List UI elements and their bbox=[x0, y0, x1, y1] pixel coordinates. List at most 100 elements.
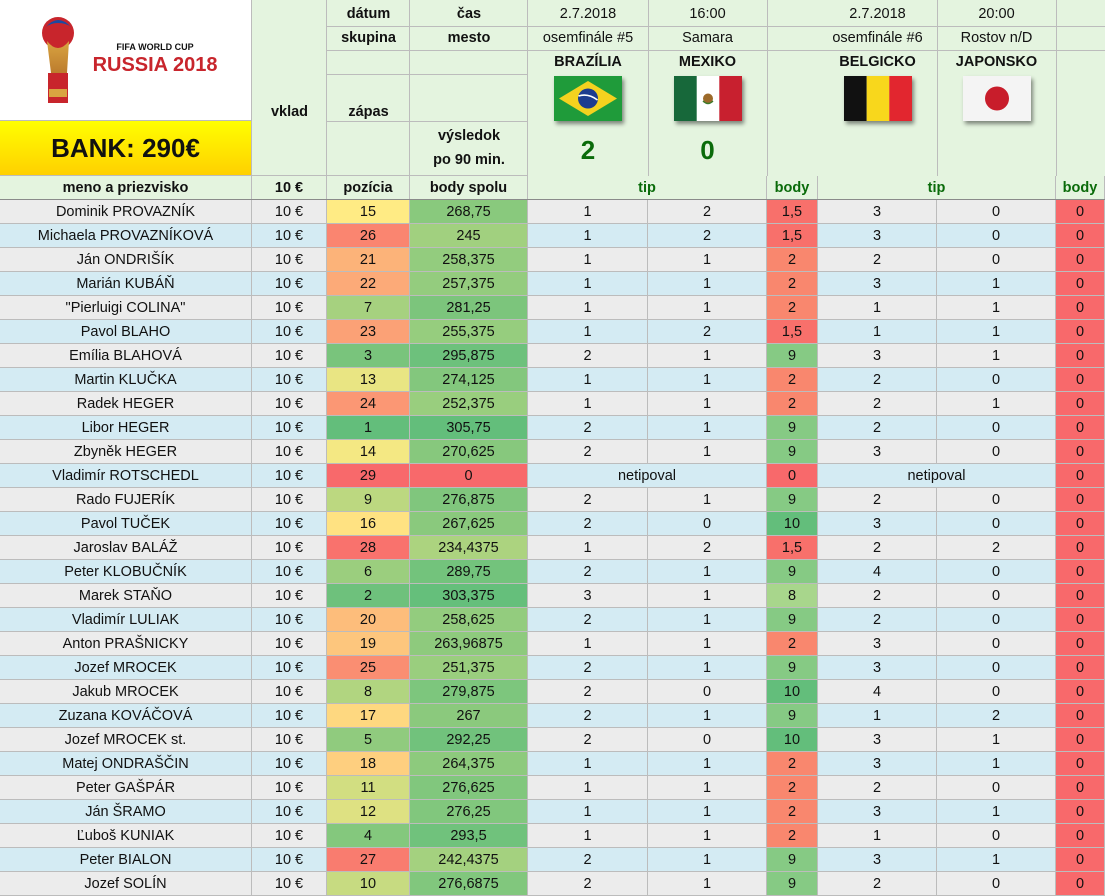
player-name[interactable]: Michaela PROVAZNÍKOVÁ bbox=[0, 224, 252, 248]
match2-tip-home[interactable]: 4 bbox=[818, 680, 937, 704]
match1-points[interactable]: 1,5 bbox=[767, 320, 818, 344]
match2-tip-away[interactable]: 1 bbox=[937, 752, 1056, 776]
player-total[interactable]: 276,625 bbox=[410, 776, 528, 800]
match2-tip-away[interactable]: 0 bbox=[937, 512, 1056, 536]
match1-tip-home[interactable]: 2 bbox=[528, 344, 648, 368]
match2-tip-away[interactable]: 1 bbox=[937, 344, 1056, 368]
match1-tip-home[interactable]: 1 bbox=[528, 776, 648, 800]
match1-points[interactable]: 2 bbox=[767, 368, 818, 392]
match2-tip-away[interactable]: 0 bbox=[937, 416, 1056, 440]
match1-tip-home[interactable]: 3 bbox=[528, 584, 648, 608]
match2-tip-away[interactable]: 2 bbox=[937, 536, 1056, 560]
player-name[interactable]: Matej ONDRAŠČIN bbox=[0, 752, 252, 776]
player-total[interactable]: 303,375 bbox=[410, 584, 528, 608]
match2-tip-home[interactable]: 3 bbox=[818, 752, 937, 776]
match2-tip-home[interactable]: 3 bbox=[818, 512, 937, 536]
match2-tip-home[interactable]: 2 bbox=[818, 392, 937, 416]
match2-points[interactable]: 0 bbox=[1056, 848, 1105, 872]
match2-points[interactable]: 0 bbox=[1056, 824, 1105, 848]
match1-points[interactable]: 1,5 bbox=[767, 200, 818, 224]
match1-tip-away[interactable]: 1 bbox=[648, 272, 767, 296]
match1-points[interactable]: 9 bbox=[767, 488, 818, 512]
match2-tip-away[interactable]: 0 bbox=[937, 608, 1056, 632]
player-stake[interactable]: 10 € bbox=[252, 800, 327, 824]
player-position[interactable]: 23 bbox=[327, 320, 410, 344]
player-name[interactable]: Dominik PROVAZNÍK bbox=[0, 200, 252, 224]
match1-tip-away[interactable]: 1 bbox=[648, 560, 767, 584]
match2-tip-home[interactable]: 2 bbox=[818, 416, 937, 440]
player-total[interactable]: 264,375 bbox=[410, 752, 528, 776]
match2-tip-away[interactable]: 1 bbox=[937, 848, 1056, 872]
player-stake[interactable]: 10 € bbox=[252, 344, 327, 368]
match1-tip-away[interactable]: 1 bbox=[648, 704, 767, 728]
match2-tip-home[interactable]: 3 bbox=[818, 656, 937, 680]
match1-tip-away[interactable]: 0 bbox=[648, 680, 767, 704]
match1-points[interactable]: 0 bbox=[767, 464, 818, 488]
match2-tip-home[interactable]: 2 bbox=[818, 368, 937, 392]
player-total[interactable]: 257,375 bbox=[410, 272, 528, 296]
match2-tip-home[interactable]: 3 bbox=[818, 440, 937, 464]
player-total[interactable]: 267,625 bbox=[410, 512, 528, 536]
player-position[interactable]: 17 bbox=[327, 704, 410, 728]
match2-tip-away[interactable]: 1 bbox=[937, 392, 1056, 416]
player-name[interactable]: Pavol BLAHO bbox=[0, 320, 252, 344]
match1-points[interactable]: 9 bbox=[767, 440, 818, 464]
match1-no-tip[interactable]: netipoval bbox=[528, 464, 767, 488]
player-position[interactable]: 10 bbox=[327, 872, 410, 896]
match1-tip-away[interactable]: 1 bbox=[648, 824, 767, 848]
player-total[interactable]: 252,375 bbox=[410, 392, 528, 416]
player-stake[interactable]: 10 € bbox=[252, 224, 327, 248]
match2-tip-home[interactable]: 1 bbox=[818, 704, 937, 728]
player-name[interactable]: Radek HEGER bbox=[0, 392, 252, 416]
player-position[interactable]: 28 bbox=[327, 536, 410, 560]
player-total[interactable]: 305,75 bbox=[410, 416, 528, 440]
match2-tip-home[interactable]: 1 bbox=[818, 296, 937, 320]
match1-tip-away[interactable]: 2 bbox=[648, 224, 767, 248]
player-name[interactable]: Peter GAŠPÁR bbox=[0, 776, 252, 800]
match1-points[interactable]: 2 bbox=[767, 272, 818, 296]
match2-points[interactable]: 0 bbox=[1056, 464, 1105, 488]
player-name[interactable]: Vladimír LULIAK bbox=[0, 608, 252, 632]
match1-tip-away[interactable]: 1 bbox=[648, 368, 767, 392]
match1-tip-away[interactable]: 2 bbox=[648, 536, 767, 560]
match1-tip-home[interactable]: 2 bbox=[528, 512, 648, 536]
match1-tip-home[interactable]: 1 bbox=[528, 200, 648, 224]
player-total[interactable]: 281,25 bbox=[410, 296, 528, 320]
match1-tip-home[interactable]: 1 bbox=[528, 368, 648, 392]
player-stake[interactable]: 10 € bbox=[252, 824, 327, 848]
match1-tip-away[interactable]: 1 bbox=[648, 872, 767, 896]
match1-tip-away[interactable]: 1 bbox=[648, 296, 767, 320]
player-position[interactable]: 21 bbox=[327, 248, 410, 272]
match2-points[interactable]: 0 bbox=[1056, 800, 1105, 824]
player-position[interactable]: 2 bbox=[327, 584, 410, 608]
player-position[interactable]: 27 bbox=[327, 848, 410, 872]
match1-points[interactable]: 10 bbox=[767, 680, 818, 704]
match1-tip-home[interactable]: 2 bbox=[528, 560, 648, 584]
match2-points[interactable]: 0 bbox=[1056, 224, 1105, 248]
player-name[interactable]: Peter BIALON bbox=[0, 848, 252, 872]
match1-tip-away[interactable]: 2 bbox=[648, 200, 767, 224]
match1-tip-away[interactable]: 1 bbox=[648, 440, 767, 464]
match2-points[interactable]: 0 bbox=[1056, 560, 1105, 584]
player-stake[interactable]: 10 € bbox=[252, 608, 327, 632]
player-position[interactable]: 16 bbox=[327, 512, 410, 536]
player-total[interactable]: 267 bbox=[410, 704, 528, 728]
match1-tip-away[interactable]: 1 bbox=[648, 248, 767, 272]
match1-tip-away[interactable]: 1 bbox=[648, 488, 767, 512]
player-stake[interactable]: 10 € bbox=[252, 704, 327, 728]
match1-tip-away[interactable]: 1 bbox=[648, 416, 767, 440]
player-position[interactable]: 11 bbox=[327, 776, 410, 800]
player-total[interactable]: 279,875 bbox=[410, 680, 528, 704]
player-stake[interactable]: 10 € bbox=[252, 536, 327, 560]
player-position[interactable]: 29 bbox=[327, 464, 410, 488]
player-stake[interactable]: 10 € bbox=[252, 416, 327, 440]
player-name[interactable]: Emília BLAHOVÁ bbox=[0, 344, 252, 368]
match2-points[interactable]: 0 bbox=[1056, 872, 1105, 896]
match1-tip-home[interactable]: 1 bbox=[528, 272, 648, 296]
player-total[interactable]: 242,4375 bbox=[410, 848, 528, 872]
player-name[interactable]: Zuzana KOVÁČOVÁ bbox=[0, 704, 252, 728]
player-stake[interactable]: 10 € bbox=[252, 848, 327, 872]
match1-tip-away[interactable]: 1 bbox=[648, 344, 767, 368]
match2-tip-away[interactable]: 0 bbox=[937, 872, 1056, 896]
player-name[interactable]: Rado FUJERÍK bbox=[0, 488, 252, 512]
